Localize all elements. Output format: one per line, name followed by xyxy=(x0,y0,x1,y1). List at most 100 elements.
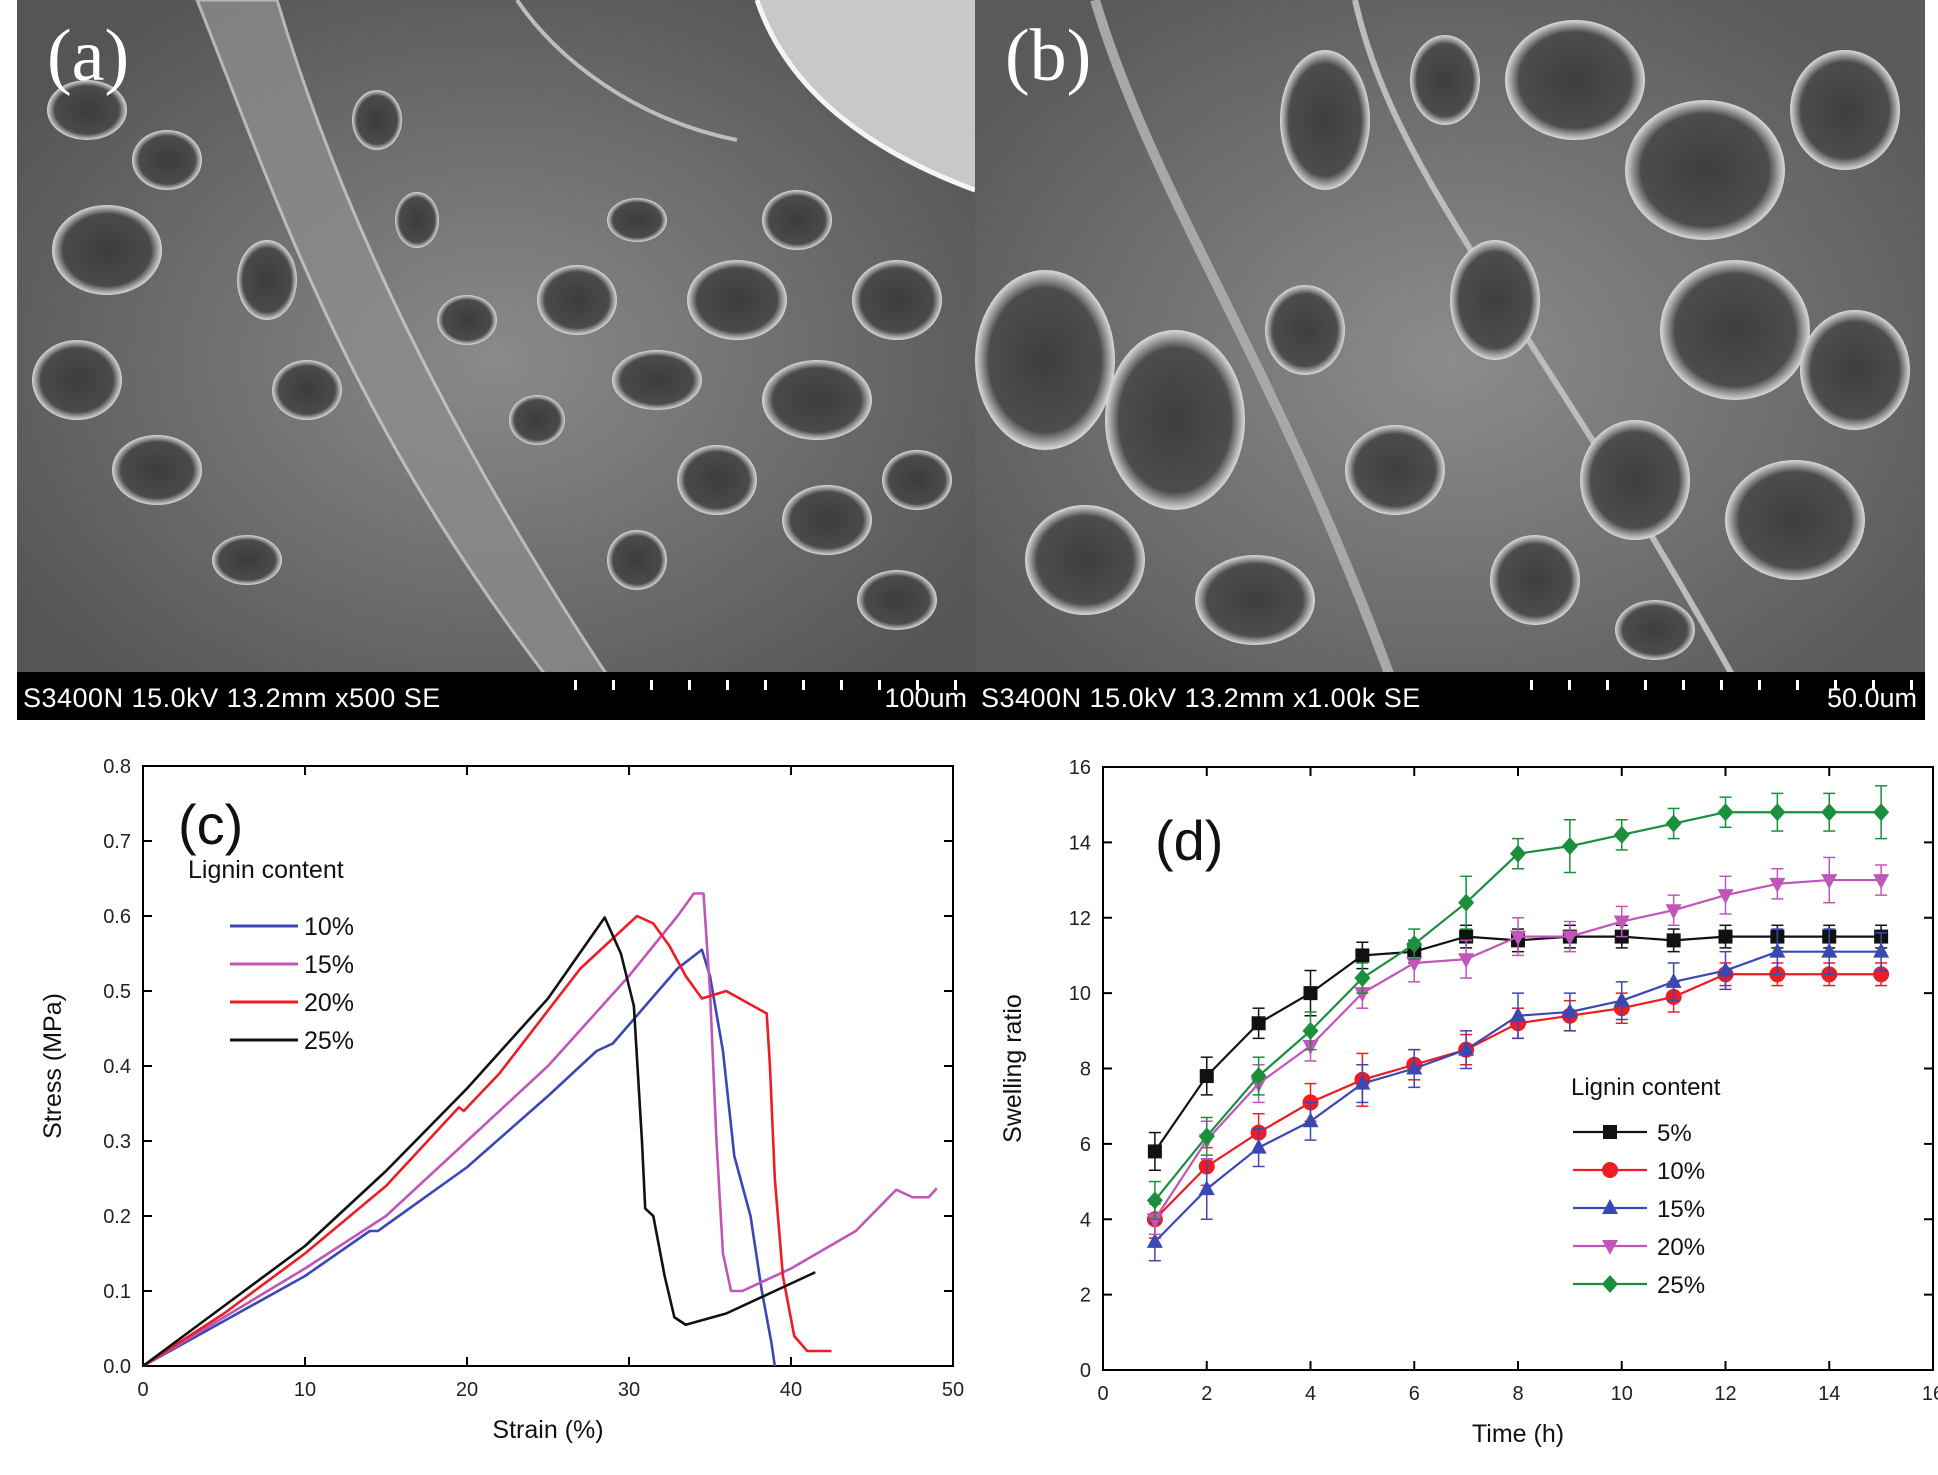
data-point-15 xyxy=(1561,1002,1578,1018)
data-point-25 xyxy=(1769,803,1786,822)
data-point-15 xyxy=(1458,1040,1475,1056)
x-tick-label: 2 xyxy=(1201,1383,1212,1405)
series-group-25 xyxy=(1146,785,1890,1220)
x-axis-label: Strain (%) xyxy=(492,1416,603,1444)
legend-title-c: Lignin content xyxy=(188,856,344,884)
sem-image-b: (b) S3400N 15.0kV 13.2mm x1.00k SE 50.0u… xyxy=(975,0,1925,720)
y-tick-label: 0.4 xyxy=(103,1056,131,1078)
data-point-5 xyxy=(1718,929,1733,944)
data-point-25 xyxy=(1302,1021,1319,1040)
y-tick-label: 0.7 xyxy=(103,831,131,853)
x-tick-label: 12 xyxy=(1714,1383,1736,1405)
data-point-20 xyxy=(1769,877,1786,893)
legend-marker-25 xyxy=(1602,1275,1618,1293)
scale-bar-a xyxy=(574,680,964,690)
y-tick-label: 0.6 xyxy=(103,906,131,928)
legend-marker-5 xyxy=(1603,1125,1617,1139)
data-point-15 xyxy=(1510,1006,1526,1022)
data-point-15 xyxy=(1302,1112,1319,1128)
y-tick-label: 10 xyxy=(1069,983,1091,1005)
data-point-20 xyxy=(1665,904,1682,920)
x-tick-label: 40 xyxy=(780,1379,802,1401)
legend-marker-10 xyxy=(1602,1162,1618,1178)
y-tick-label: 16 xyxy=(1069,757,1091,779)
series-group-15 xyxy=(1146,928,1890,1262)
scale-bar-b xyxy=(1530,680,1920,690)
data-point-5 xyxy=(1199,1069,1214,1084)
x-tick-label: 8 xyxy=(1512,1383,1523,1405)
data-point-25 xyxy=(1198,1127,1215,1146)
data-point-15 xyxy=(1769,942,1786,958)
data-point-20 xyxy=(1354,987,1371,1003)
data-point-20 xyxy=(1510,930,1526,946)
data-point-25 xyxy=(1613,825,1630,844)
series-line-10 xyxy=(142,948,777,1368)
sem-scale-text-a: 100um xyxy=(884,683,967,713)
legend-label-25: 25% xyxy=(304,1027,354,1055)
legend-label-10: 10% xyxy=(1657,1158,1705,1185)
data-point-15 xyxy=(1717,961,1734,977)
panel-label-a: (a) xyxy=(47,15,130,97)
legend-marker-20 xyxy=(1602,1240,1618,1255)
legend-label-5: 5% xyxy=(1657,1120,1692,1147)
y-tick-label: 0.8 xyxy=(103,756,131,778)
data-point-20 xyxy=(1873,874,1890,890)
swelling-ratio-chart: 0 2 4 6 8 10 12 14 16 0 2 4 6 8 10 12 14 16 Time (h) Swelli… xyxy=(999,757,1938,1448)
data-point-15 xyxy=(1665,972,1682,988)
y-tick-label: 0.1 xyxy=(103,1281,131,1303)
series-line-25 xyxy=(142,916,816,1368)
data-point-15 xyxy=(1198,1180,1215,1196)
x-tick-label: 6 xyxy=(1409,1383,1420,1405)
sem-info-text-b: S3400N 15.0kV 13.2mm x1.00k SE xyxy=(981,683,1421,713)
data-point-20 xyxy=(1613,915,1630,931)
data-point-25 xyxy=(1561,837,1578,856)
data-point-15 xyxy=(1354,1074,1371,1090)
y-tick-label: 14 xyxy=(1069,832,1091,854)
series-group-20 xyxy=(1146,856,1890,1236)
data-point-15 xyxy=(1821,942,1838,958)
sem-image-a: (a) S3400N 15.0kV 13.2mm x500 SE 100um xyxy=(17,0,975,720)
sem-info-bar-b: S3400N 15.0kV 13.2mm x1.00k SE 50.0um xyxy=(975,672,1925,720)
data-point-15 xyxy=(1250,1138,1267,1154)
data-point-20 xyxy=(1146,1213,1163,1229)
x-tick-label: 16 xyxy=(1922,1383,1938,1405)
data-point-25 xyxy=(1510,844,1526,863)
data-point-15 xyxy=(1146,1232,1163,1248)
panel-label-d: (d) xyxy=(1155,809,1223,872)
series-line-15 xyxy=(142,892,938,1368)
sem-info-bar-a: S3400N 15.0kV 13.2mm x500 SE 100um xyxy=(17,672,975,720)
data-point-25 xyxy=(1250,1067,1267,1086)
x-tick-label: 10 xyxy=(294,1379,316,1401)
y-tick-label: 0.0 xyxy=(103,1356,131,1378)
data-point-5 xyxy=(1666,933,1681,948)
data-point-25 xyxy=(1717,803,1734,822)
y-tick-label: 0.3 xyxy=(103,1131,131,1153)
data-point-25 xyxy=(1354,969,1371,988)
x-tick-label: 30 xyxy=(618,1379,640,1401)
sem-texture-a xyxy=(17,0,975,720)
y-tick-label: 12 xyxy=(1069,908,1091,930)
y-tick-label: 2 xyxy=(1080,1285,1091,1307)
data-point-5 xyxy=(1147,1144,1162,1159)
data-point-15 xyxy=(1873,942,1890,958)
legend-marker-15 xyxy=(1602,1199,1618,1214)
legend-label-15: 15% xyxy=(1657,1196,1705,1223)
stress-strain-chart: 0 10 20 30 40 50 0.0 0.1 0.2 0.3 0.4 0.5 0.6 0.7 0.8 St… xyxy=(39,756,964,1444)
y-tick-label: 6 xyxy=(1080,1134,1091,1156)
data-point-25 xyxy=(1458,893,1475,912)
sem-info-text-a: S3400N 15.0kV 13.2mm x500 SE xyxy=(23,683,441,713)
data-point-25 xyxy=(1873,803,1890,822)
data-point-5 xyxy=(1251,1016,1266,1031)
data-point-25 xyxy=(1665,814,1682,833)
series-line-20 xyxy=(142,914,832,1368)
panel-label-c: (c) xyxy=(178,793,243,856)
y-tick-label: 0.5 xyxy=(103,981,131,1003)
legend-label-15: 15% xyxy=(304,951,354,979)
x-tick-label: 0 xyxy=(137,1379,148,1401)
sem-texture-b xyxy=(975,0,1925,720)
panel-label-b: (b) xyxy=(1005,15,1092,97)
data-point-15 xyxy=(1406,1059,1423,1075)
data-point-25 xyxy=(1146,1191,1163,1210)
y-axis-label: Swelling ratio xyxy=(999,994,1027,1143)
y-tick-label: 4 xyxy=(1080,1209,1091,1231)
